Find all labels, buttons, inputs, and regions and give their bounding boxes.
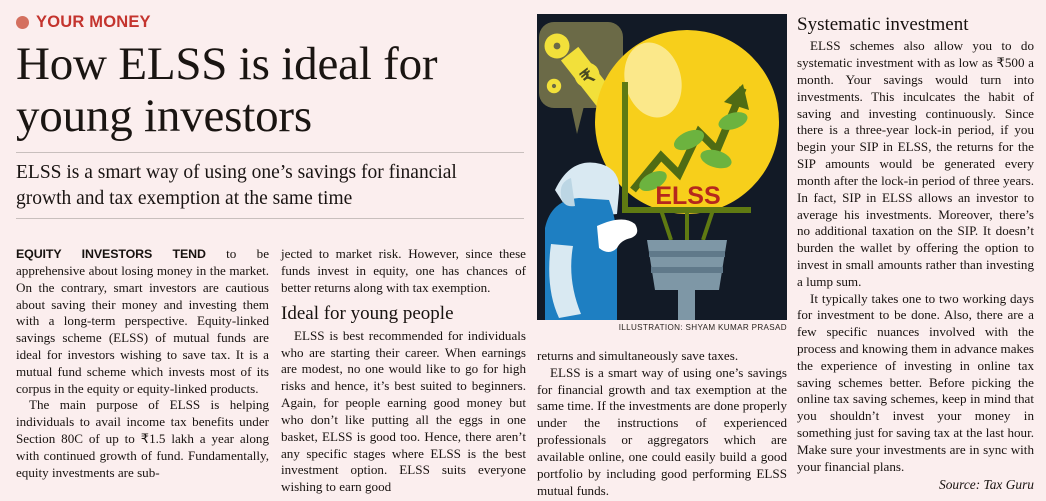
paragraph: ELSS is a smart way of using one’s savin… (537, 364, 787, 498)
chart-axes (622, 82, 751, 213)
article-deck: ELSS is a smart way of using one’s savin… (16, 162, 457, 209)
bulb-highlight (624, 42, 682, 118)
illustration-canvas: ₹ ELSS (537, 14, 787, 320)
section-kicker-label: YOUR MONEY (36, 13, 151, 31)
body-column-2: jected to market risk. However, since th… (281, 246, 526, 496)
filled-circle-icon (16, 16, 29, 29)
divider-above-deck (16, 152, 524, 154)
person-arm (549, 244, 581, 318)
paragraph: It typically takes one to two working da… (797, 290, 1034, 474)
page-title: How ELSS is ideal for young investors (16, 38, 438, 143)
body-column-1: EQUITY INVESTORS TEND to be apprehensive… (16, 246, 269, 482)
article-header: YOUR MONEY How ELSS is ideal for young i… (16, 13, 524, 219)
elss-label: ELSS (655, 182, 720, 210)
bulb-filament (659, 209, 715, 241)
bulb-base-threads (649, 251, 725, 273)
lede-text: EQUITY INVESTORS TEND (16, 247, 206, 261)
person-hand (597, 219, 638, 252)
leaf-icon-group (639, 112, 748, 191)
divider-below-deck (16, 218, 524, 219)
body-column-3: returns and simultaneously save taxes. E… (537, 348, 787, 499)
paragraph: returns and simultaneously save taxes. (537, 348, 739, 363)
section-subheading: Ideal for young people (281, 303, 454, 325)
paragraph: The main purpose of ELSS is helping indi… (16, 397, 269, 480)
person-ear (560, 178, 575, 207)
paragraph: ELSS is best recommended for individuals… (281, 327, 526, 495)
growth-arrow-line (630, 86, 747, 193)
article-illustration: ₹ ELSS (537, 14, 787, 332)
section-subheading: Systematic investment (797, 14, 969, 35)
bulb-contact (678, 290, 695, 320)
lightbulb-illustration-svg: ₹ ELSS (537, 14, 787, 320)
bulb-base (647, 240, 727, 290)
illustration-credit: ILLUSTRATION: SHYAM KUMAR PRASAD (618, 323, 787, 332)
paragraph-text: to be apprehensive about losing money in… (16, 246, 270, 396)
person-figure (545, 162, 638, 320)
paragraph: EQUITY INVESTORS TEND to be apprehensive… (16, 246, 269, 397)
section-kicker: YOUR MONEY (16, 13, 524, 32)
thought-bubble-tail (571, 106, 584, 134)
paragraph: jected to market risk. However, since th… (281, 246, 526, 295)
article-source: Source: Tax Guru (939, 476, 1034, 492)
paragraph: ELSS schemes also allow you to do system… (797, 38, 1034, 289)
body-column-4: Systematic investment ELSS schemes also … (797, 14, 1034, 493)
growth-arrow-head (724, 84, 749, 110)
